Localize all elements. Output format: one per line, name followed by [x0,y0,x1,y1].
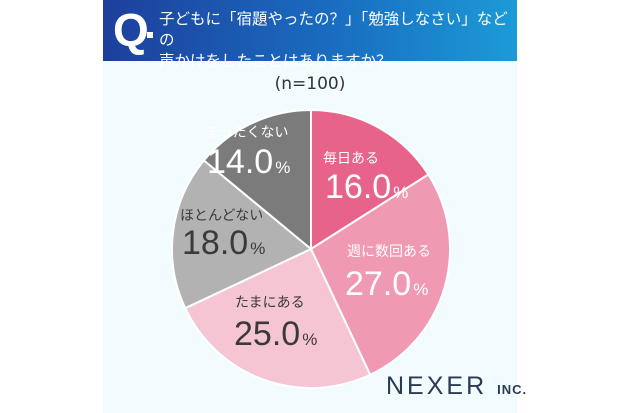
percent-unit: % [302,330,317,349]
nexer-logo: NEXER INC. [386,372,527,401]
pie-slice [309,173,451,377]
slice-category-label: 毎日ある [323,151,379,167]
slice-category-label: 週に数回ある [347,244,431,260]
percent-unit: % [250,239,265,258]
q-dot [147,32,153,38]
sample-size: (n=100) [274,74,346,94]
percent-unit: % [413,280,428,299]
slice-category-label: たまにある [235,295,305,311]
q-mark: Q [113,4,149,56]
slice-category-label: ほとんどない [180,208,263,224]
slice-value-label: 25.0% [234,315,317,353]
logo-suffix: INC. [497,382,528,397]
slice-category-label: まったくない [205,125,288,141]
pie-slice [183,247,372,389]
pie-slice [202,108,312,252]
question-header: Q 子どもに「宿題やったの？」「勉強しなさい」などの 声かけをしたことはあります… [103,0,517,70]
pie-slice [310,108,430,251]
question-text: 子どもに「宿題やったの？」「勉強しなさい」などの 声かけをしたことはありますか？ [159,10,508,70]
percent-unit: % [393,183,408,202]
logo-name: NEXER [386,372,488,400]
pie-slice [171,158,313,310]
percent-unit: % [275,158,290,177]
